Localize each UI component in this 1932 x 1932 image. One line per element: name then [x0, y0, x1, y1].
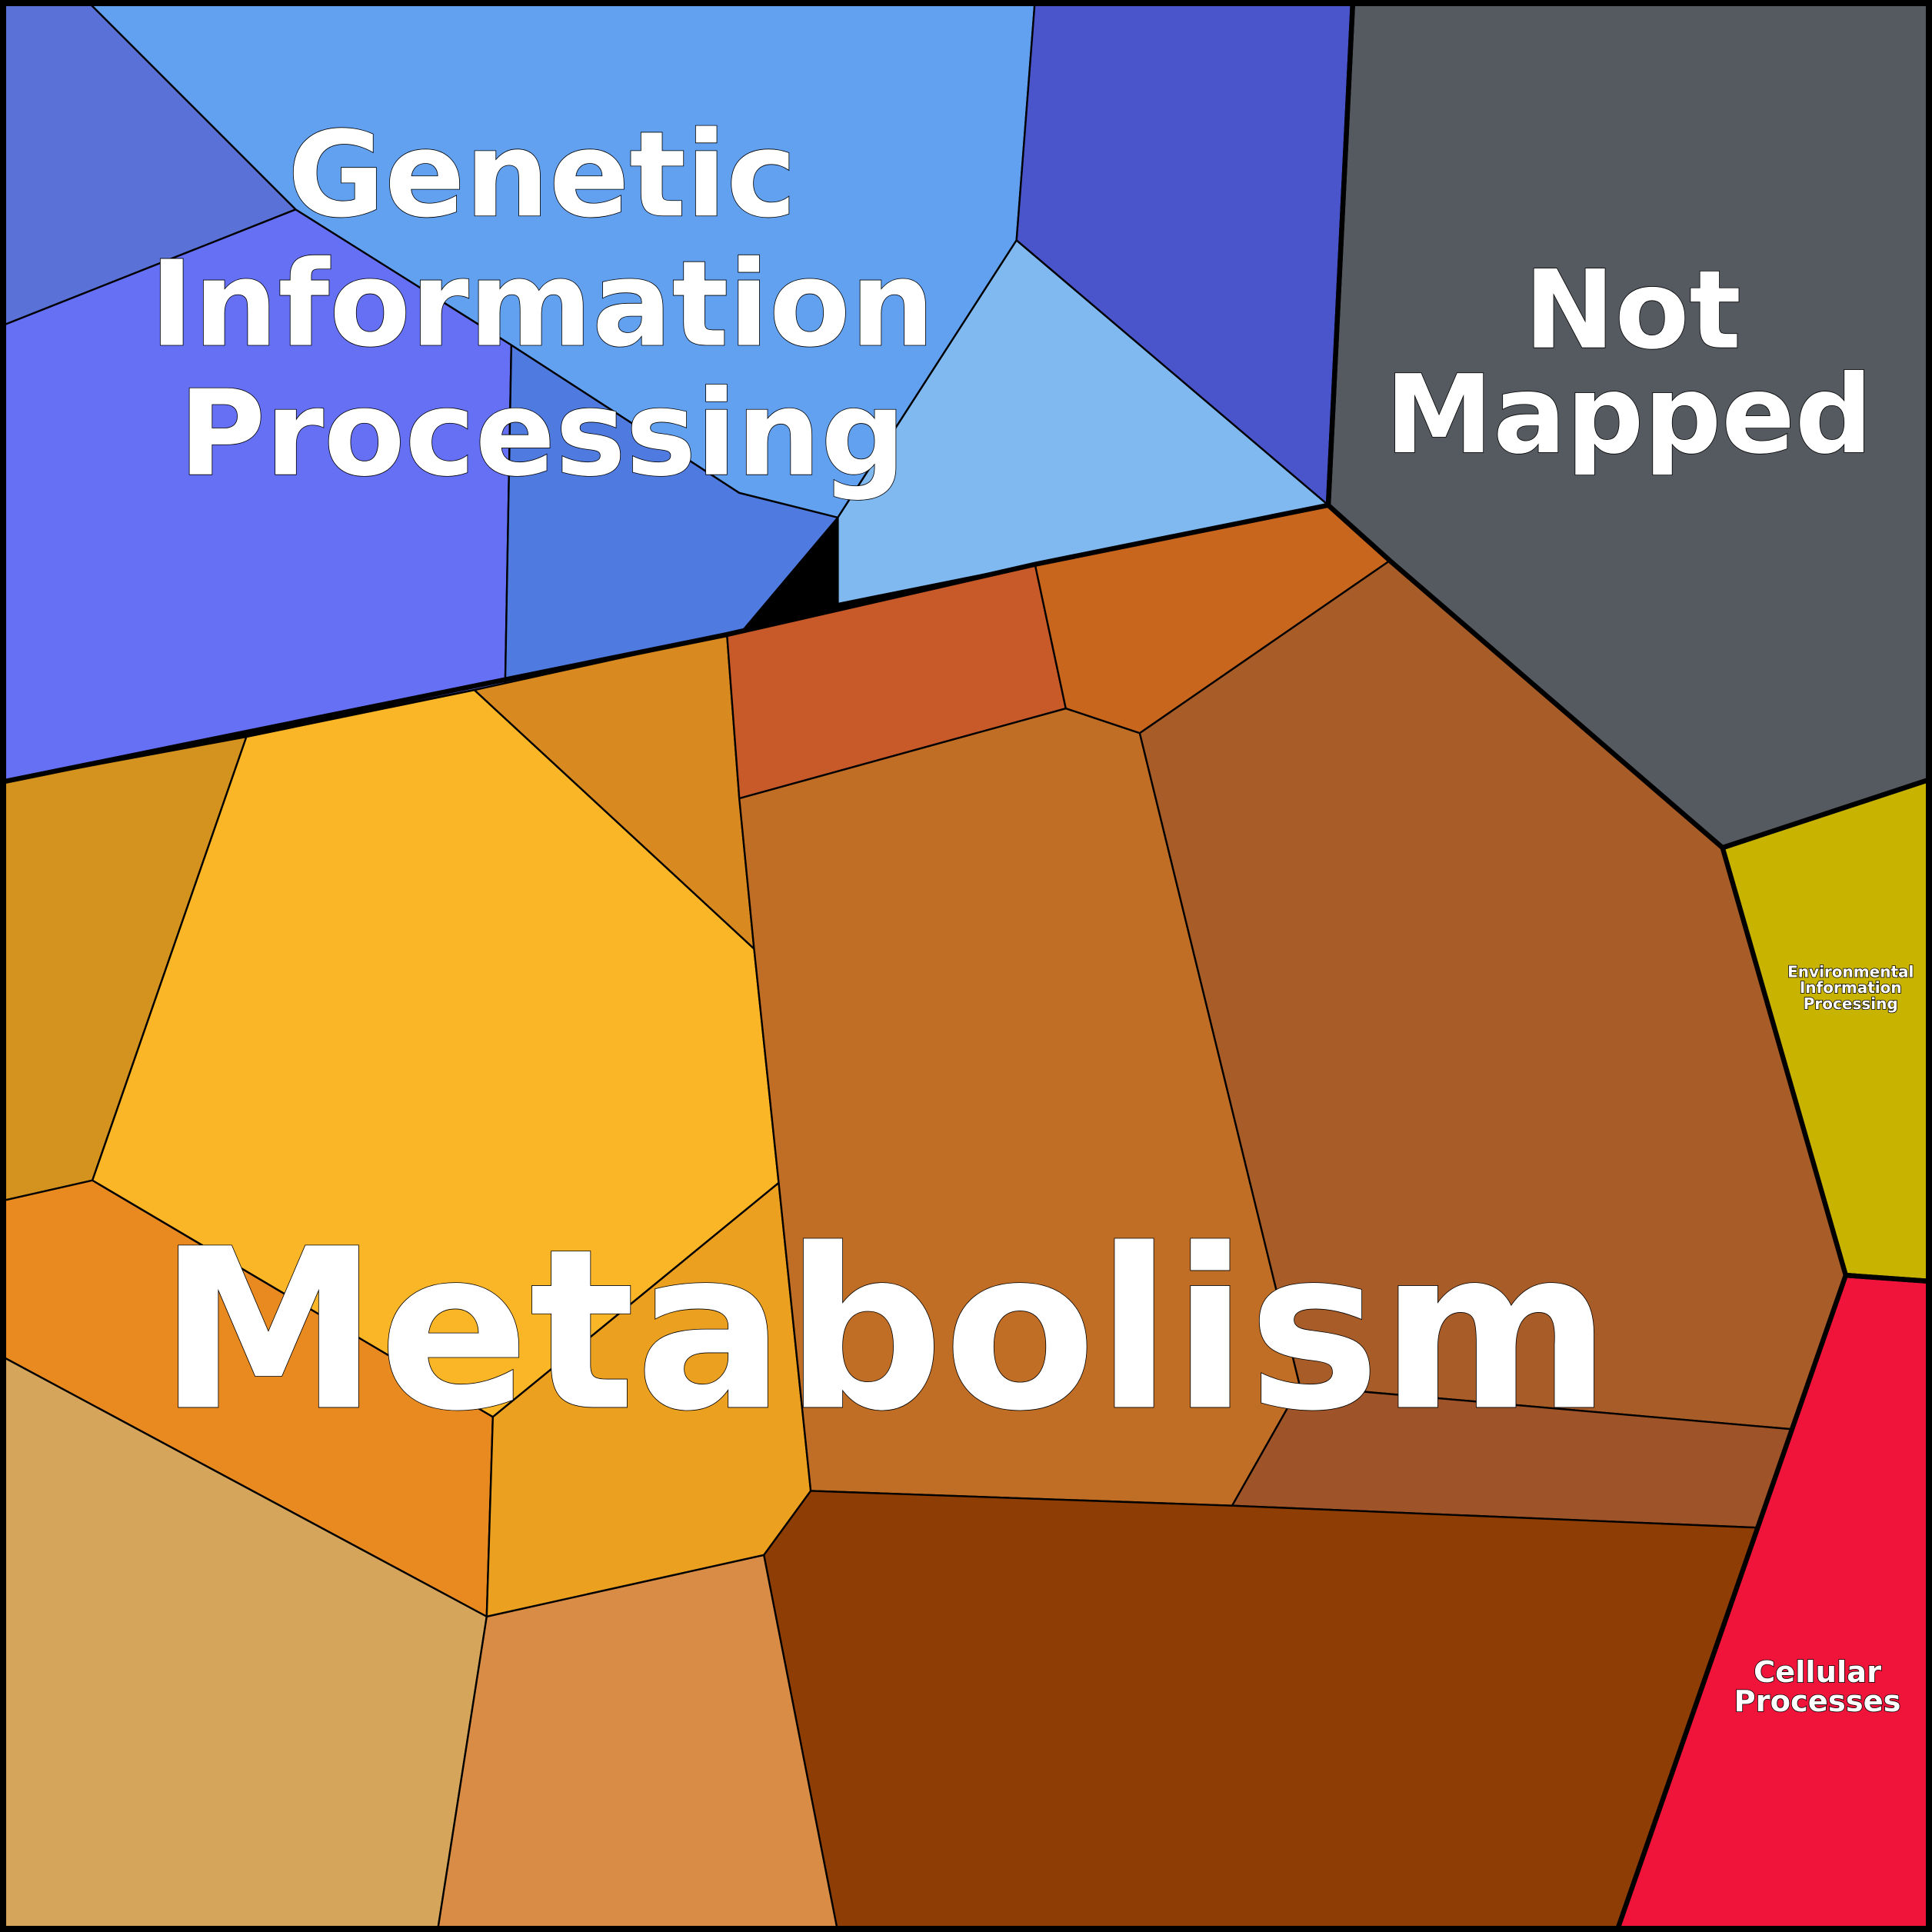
metabolism-subcell: [763, 1490, 1764, 1932]
label-genetic-2: Information: [150, 236, 934, 374]
label-not-mapped-2: Mapped: [1385, 352, 1873, 478]
label-env-1: Environmental: [1787, 962, 1914, 981]
genetic-subcell: [837, 239, 1330, 605]
label-env-2: Information: [1800, 978, 1902, 997]
label-env-3: Processing: [1804, 994, 1898, 1013]
environmental-border: [1720, 776, 1932, 1284]
label-metabolism: Metabolism: [158, 1202, 1611, 1461]
metabolism-subcell: [0, 1354, 488, 1932]
label-cellular-1: Cellular: [1754, 1655, 1881, 1690]
label-cellular-2: Processes: [1734, 1684, 1900, 1719]
label-genetic-1: Genetic: [288, 106, 797, 244]
label-not-mapped-1: Not: [1524, 248, 1741, 374]
genetic-border: [0, 0, 1356, 785]
cellular-border: [1614, 1272, 1932, 1932]
label-genetic-3: Processing: [178, 365, 905, 503]
